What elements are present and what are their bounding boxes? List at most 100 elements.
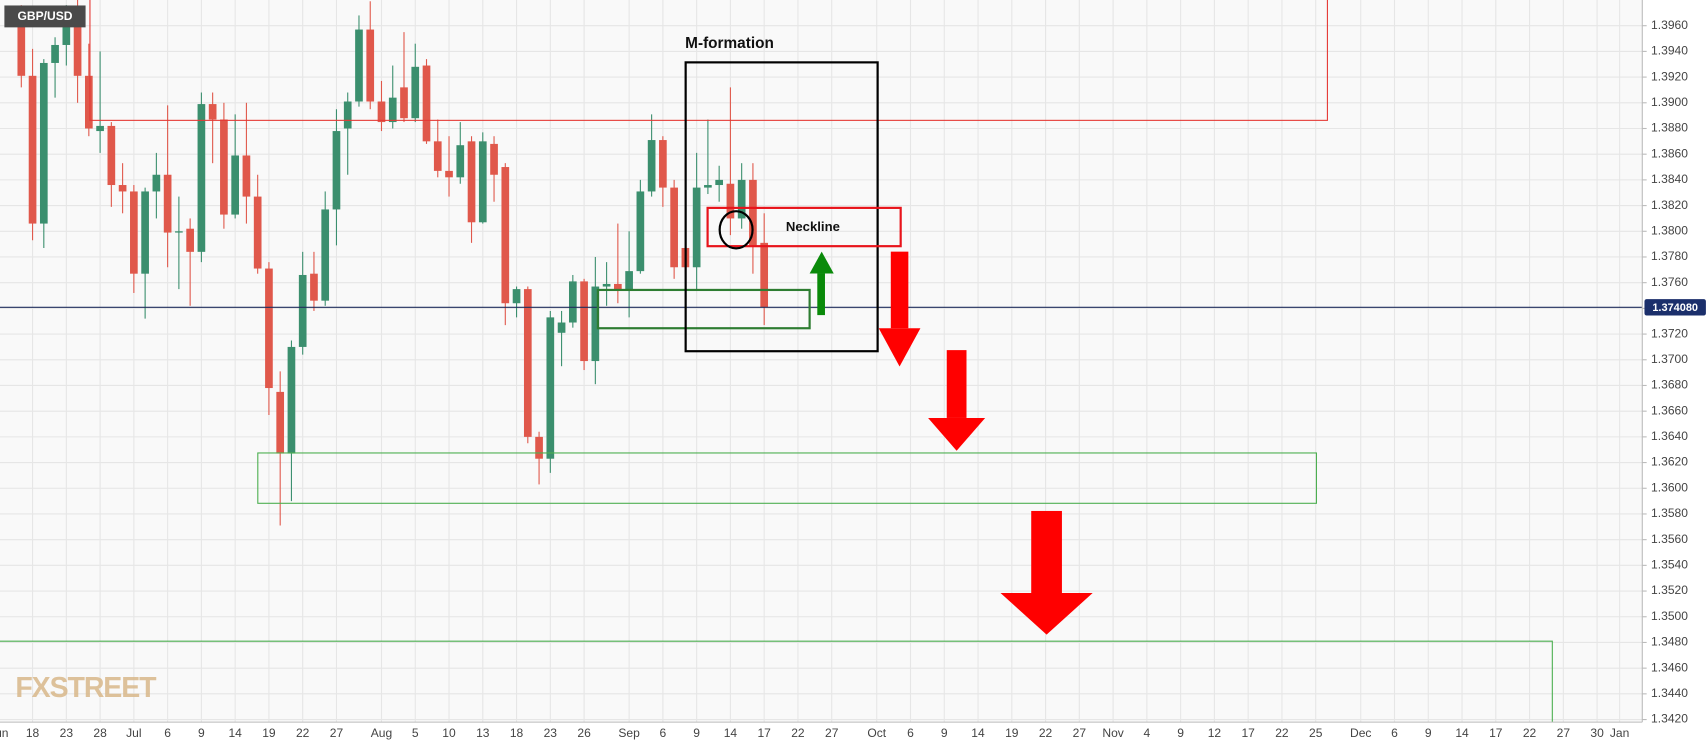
x-tick-label: 18 [26,726,40,740]
arrow-down-shaft [1031,510,1062,594]
x-tick-label: Aug [371,726,392,740]
candle-body [523,289,532,437]
pattern-label: M-formation [685,35,774,52]
x-tick-label: 17 [1241,726,1255,740]
x-tick-label: 17 [757,726,771,740]
x-tick-label: 30 [1590,726,1604,740]
x-tick-label: 6 [1391,726,1398,740]
x-tick-label: 9 [1425,726,1432,740]
candle-body [298,274,307,347]
x-tick-label: 23 [544,726,558,740]
annotations: M-formation Neckline [0,0,1553,723]
candle-body [490,143,498,175]
candle-body [118,185,127,192]
candle-body [737,179,746,219]
x-tick-label: 14 [228,726,242,740]
support-zone [257,452,1318,504]
candle-body [760,242,769,308]
x-tick-label: 22 [296,726,310,740]
y-tick-label: 1.3700 [1651,352,1688,366]
candle-body [433,141,442,171]
candle-body [659,140,667,188]
candle-body [84,75,93,129]
candle-body [287,346,296,454]
candle-body [411,66,420,119]
y-tick-label: 1.3880 [1651,121,1688,135]
support-box [596,288,811,330]
candle-body [591,286,600,362]
x-tick-label: 6 [907,726,914,740]
y-axis-panel [1642,0,1707,744]
x-tick-label: 27 [1557,726,1571,740]
axes: 1.3420 1.3440 1.3460 1.3480 1.3500 1.3520 1.35… [0,18,1706,740]
y-tick-label: 1.3540 [1651,558,1688,572]
y-tick-label: 1.3860 [1651,146,1688,160]
candle-body [253,196,262,269]
candle-body [625,271,633,290]
candle-body [28,75,37,224]
candle-body [512,289,521,304]
y-tick-label: 1.3500 [1651,609,1688,623]
y-tick-label: 1.3820 [1651,198,1688,212]
candle-body [704,185,712,188]
candle-body [276,391,285,454]
candle-body [51,44,59,63]
x-tick-label: Oct [867,726,886,740]
x-tick-label: 26 [577,726,591,740]
candle-body [130,191,138,274]
candle-body [422,65,431,142]
resistance-zone [89,0,1328,121]
candle-body [265,268,273,389]
y-tick-label: 1.3800 [1651,223,1688,237]
x-tick-label: 14 [971,726,985,740]
last-price-label: 1.374080 [1652,302,1698,314]
x-tick-label: 17 [1489,726,1503,740]
watermark: FXSTREET [15,672,157,704]
candle-body [614,283,622,290]
arrow-down-head [928,417,986,451]
candle-body [332,131,341,210]
y-tick-label: 1.3520 [1651,583,1688,597]
y-tick-label: 1.3640 [1651,429,1688,443]
candle-body [231,155,240,215]
x-tick-label: 5 [412,726,419,740]
x-tick-label: 9 [1177,726,1184,740]
arrow-up-head [809,251,834,274]
y-tick-label: 1.3760 [1651,275,1688,289]
candle-body [175,231,183,233]
candle-body [208,104,217,120]
candle-body [580,281,588,362]
candle-body [343,101,352,129]
x-tick-label: 22 [1275,726,1289,740]
candle-body [73,15,82,76]
x-tick-label: 27 [330,726,344,740]
neckline-label: Neckline [786,219,840,234]
candle-body [546,317,555,459]
candle-body [535,436,543,459]
candle-body [715,179,723,186]
x-axis-panel [0,722,1707,744]
candle-body [17,26,26,76]
candle-body [388,97,397,123]
candle-body [501,167,510,304]
candle-body [647,140,656,192]
arrow-down-shaft [946,350,967,418]
x-tick-label: 14 [724,726,738,740]
candle-body [749,179,757,246]
symbol-box [4,5,86,28]
x-tick-label: 28 [93,726,107,740]
y-tick-label: 1.3900 [1651,95,1688,109]
x-tick-label: Jul [126,726,141,740]
candle-body [568,281,577,323]
y-tick-label: 1.3460 [1651,660,1688,674]
candle-body [321,209,330,301]
symbol-label: GBP/USD [17,9,72,23]
candle-body [242,155,251,197]
x-tick-label: 25 [1309,726,1323,740]
arrow-down-head [1000,593,1093,635]
x-tick-label: 9 [941,726,948,740]
candle-body [62,23,71,45]
candle-body [377,101,386,123]
